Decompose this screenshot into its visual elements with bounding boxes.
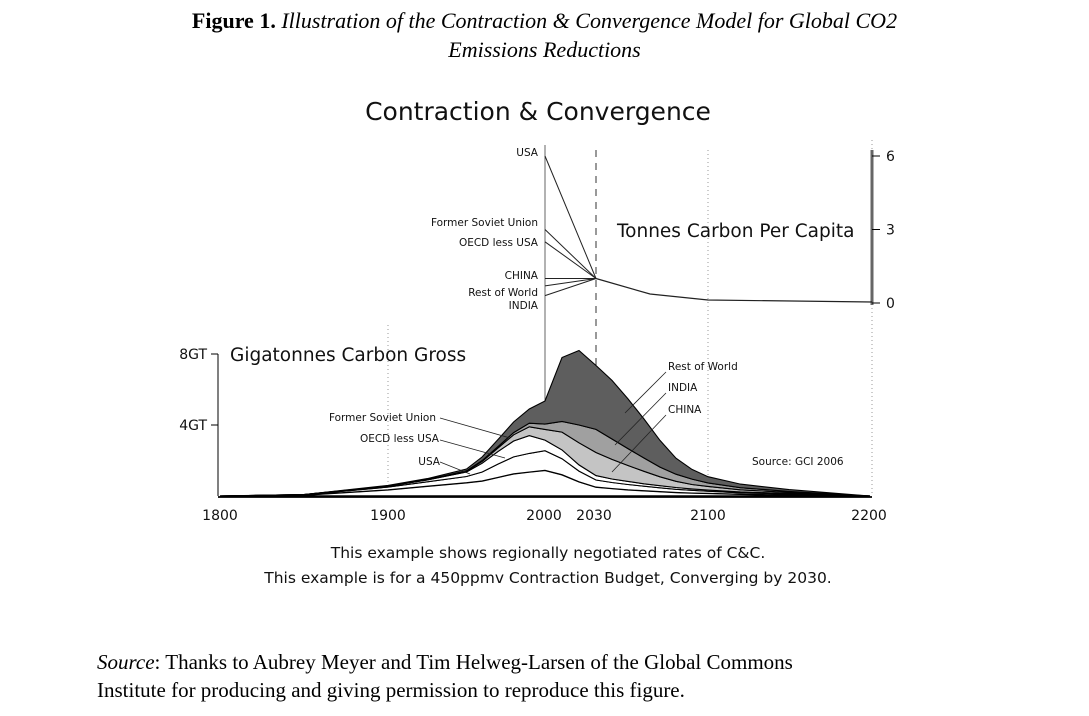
capita-tick-label-6: 6 (886, 149, 895, 165)
capita-label-rest-of-world: Rest of World (468, 287, 538, 299)
x-tick-label-1900: 1900 (370, 508, 406, 524)
area-rest-of-world (219, 349, 871, 497)
note-line-2: This example is for a 450ppmv Contractio… (263, 569, 831, 587)
capita-tick-label-3: 3 (886, 223, 895, 239)
capita-tick-label-0: 0 (886, 296, 895, 312)
tick-label-4gt: 4GT (179, 418, 207, 434)
capita-label-former-soviet-union: Former Soviet Union (431, 217, 538, 229)
gross-label-china: CHINA (668, 404, 702, 416)
source-line-1: Source: Thanks to Aubrey Meyer and Tim H… (97, 648, 997, 676)
caption-text-2: Emissions Reductions (448, 37, 641, 62)
leader-usa (439, 461, 471, 475)
leader-china (611, 414, 667, 473)
capita-line-former-soviet-union (544, 229, 597, 279)
gross-label-oecd-less-usa: OECD less USA (360, 433, 440, 445)
source-label: Source (97, 650, 155, 674)
tick-label-8gt: 8GT (179, 347, 207, 363)
gross-label-india: INDIA (668, 382, 698, 394)
capita-line-oecd-less-usa (544, 241, 597, 279)
caption-label: Figure 1. (191, 8, 276, 33)
leader-rest-of-world (624, 371, 667, 414)
capita-label-india: INDIA (509, 300, 539, 312)
capita-line-rest-of-world (544, 278, 597, 287)
leader-oecd-less-usa (439, 439, 506, 459)
x-tick-label-2100: 2100 (690, 508, 726, 524)
capita-label-china: CHINA (505, 270, 539, 282)
capita-line-india (544, 278, 597, 297)
x-tick-label-2200: 2200 (851, 508, 887, 524)
source-note: Source: GCI 2006 (752, 456, 844, 468)
leader-former-soviet-union (439, 417, 511, 439)
figure-caption: Figure 1. Illustration of the Contractio… (0, 6, 1089, 64)
gross-label-former-soviet-union: Former Soviet Union (329, 412, 436, 424)
caption-line-1: Figure 1. Illustration of the Contractio… (0, 6, 1089, 35)
capita-label-usa: USA (516, 147, 539, 159)
capita-line-usa (544, 155, 597, 279)
x-tick-label-1800: 1800 (202, 508, 238, 524)
figure-source: Source: Thanks to Aubrey Meyer and Tim H… (97, 648, 997, 704)
gross-axis-label: Gigatonnes Carbon Gross (230, 345, 466, 366)
gross-label-usa: USA (418, 456, 441, 468)
capita-label-oecd-less-usa: OECD less USA (459, 237, 539, 249)
per-capita-panel: 6 3 0 USA Former Soviet Union OECD less USA CH… (431, 147, 895, 312)
leader-india (614, 392, 667, 446)
gross-area-layers (219, 349, 871, 497)
convergence-path (595, 277, 873, 303)
source-text-2: Institute for producing and giving permi… (97, 678, 685, 702)
chart-axes: 8GT 4GT 1800 1900 2000 2030 2100 2200 (179, 347, 887, 524)
source-text-1: : Thanks to Aubrey Meyer and Tim Helweg-… (154, 650, 793, 674)
gross-label-rest-of-world: Rest of World (668, 361, 738, 373)
caption-text-1: Illustration of the Contraction & Conver… (281, 8, 898, 33)
x-tick-label-2000: 2000 (526, 508, 562, 524)
x-tick-label-2030: 2030 (576, 508, 612, 524)
per-capita-axis-label: Tonnes Carbon Per Capita (616, 221, 854, 242)
chart-title: Contraction & Convergence (365, 97, 711, 126)
chart-labels: Contraction & Convergence Tonnes Carbon … (230, 97, 854, 587)
note-line-1: This example shows regionally negotiated… (330, 544, 766, 562)
